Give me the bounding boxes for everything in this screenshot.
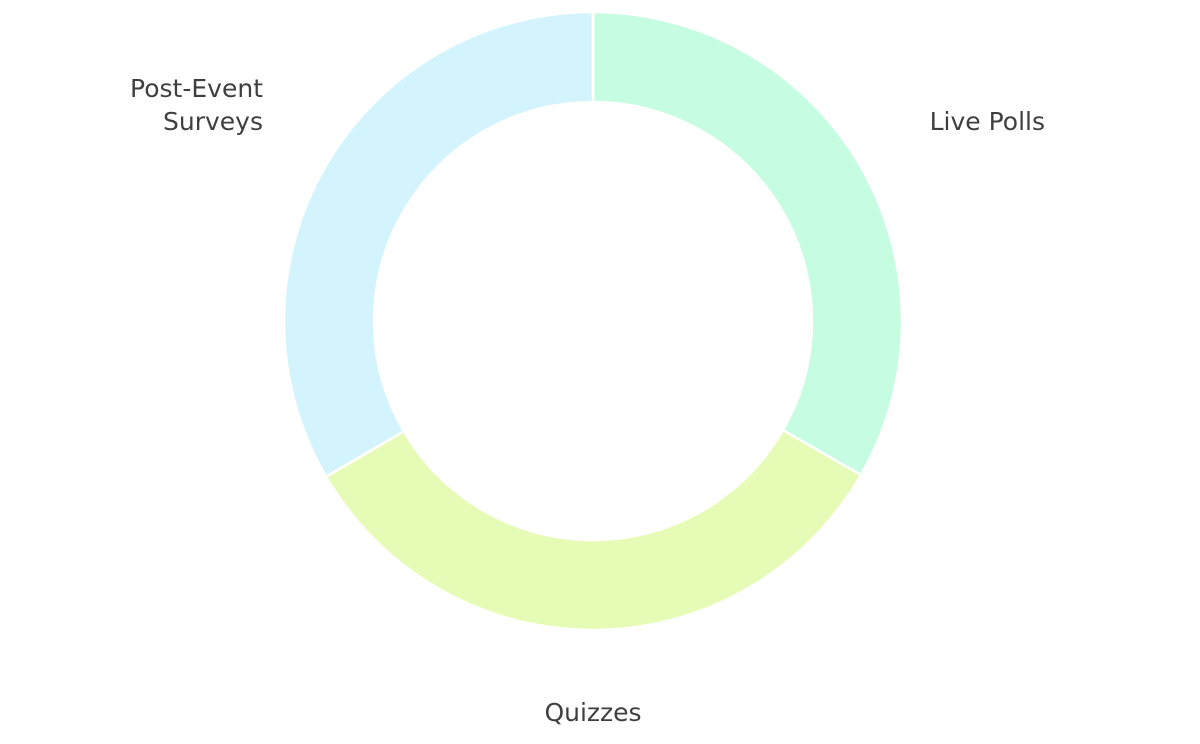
label-quizzes: Quizzes xyxy=(544,698,641,727)
slice-post-event-surveys xyxy=(282,10,595,478)
label-post-event-surveys: Post-Event Surveys xyxy=(130,74,263,136)
slice-labels: Live Polls Quizzes Post-Event Surveys xyxy=(130,74,1045,727)
slice-live-polls xyxy=(591,10,904,477)
slice-quizzes xyxy=(324,428,863,632)
donut-slices xyxy=(282,10,904,632)
label-live-polls: Live Polls xyxy=(930,107,1045,136)
